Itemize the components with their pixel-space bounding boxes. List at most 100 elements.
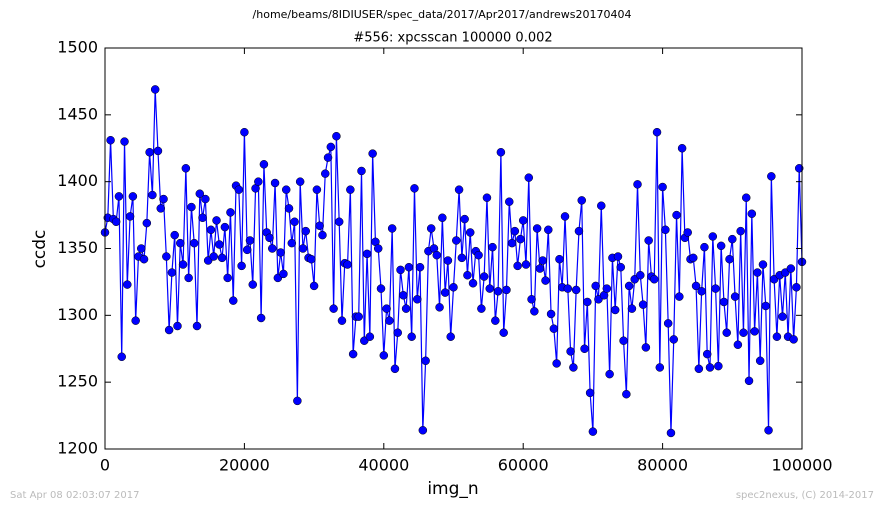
data-point [694, 364, 704, 374]
x-tick-label: 100000 [771, 456, 832, 475]
data-point [689, 253, 698, 263]
data-point [602, 284, 612, 293]
y-tick-label: 1300 [57, 305, 98, 324]
data-point [700, 242, 709, 252]
data-point [234, 185, 244, 194]
data-point [563, 284, 573, 293]
data-point [532, 224, 542, 233]
data-point [321, 169, 330, 178]
data-point [714, 361, 723, 371]
data-point [755, 356, 765, 366]
data-point [546, 309, 556, 319]
x-axis-label: img_n [427, 479, 478, 499]
data-point [789, 335, 798, 344]
data-point [407, 332, 416, 341]
data-point [739, 328, 748, 337]
data-point [493, 287, 503, 296]
data-point [468, 279, 478, 288]
data-point [348, 349, 358, 359]
data-point [613, 252, 623, 261]
data-point [622, 389, 631, 399]
data-point [390, 364, 400, 374]
data-point [396, 265, 405, 275]
data-point [142, 218, 152, 228]
data-point [421, 356, 430, 366]
data-point [585, 388, 595, 398]
data-point [128, 192, 138, 201]
data-point [510, 226, 520, 236]
data-point [337, 316, 347, 325]
data-point [728, 234, 737, 244]
data-point [326, 142, 336, 152]
data-point [334, 217, 344, 227]
data-point [446, 332, 455, 341]
data-point [123, 280, 132, 289]
data-point [719, 297, 729, 307]
data-point [254, 177, 263, 186]
data-point [145, 148, 154, 157]
data-point [750, 327, 759, 336]
data-point [111, 217, 121, 227]
chart-title: #556: xpcsscan 100000 0.002 [353, 31, 552, 46]
data-point [786, 264, 796, 273]
data-point [460, 214, 469, 224]
data-point [454, 185, 464, 194]
data-point [549, 324, 559, 333]
data-point [705, 363, 715, 372]
data-point [505, 197, 514, 206]
data-point [638, 300, 648, 309]
y-tick-label: 1500 [57, 38, 98, 57]
data-point [597, 201, 606, 210]
data-point [362, 249, 372, 259]
data-point [354, 312, 363, 321]
data-point [212, 216, 221, 225]
data-point [117, 352, 126, 362]
data-point [669, 335, 679, 344]
data-point [677, 144, 687, 153]
data-point [479, 272, 489, 281]
data-point [387, 224, 397, 233]
data-point [499, 328, 508, 337]
data-point [527, 295, 536, 304]
data-point [192, 321, 202, 331]
data-point [323, 153, 333, 162]
data-point [636, 270, 645, 280]
data-point [449, 283, 458, 292]
data-point [767, 172, 776, 181]
data-point [443, 256, 453, 265]
data-point [435, 303, 444, 312]
data-point [619, 336, 628, 345]
data-point [187, 202, 196, 212]
data-point [733, 340, 743, 349]
data-point [794, 164, 804, 173]
data-point [284, 204, 294, 213]
data-point [577, 196, 586, 205]
data-point [136, 244, 146, 253]
data-point [544, 225, 553, 235]
y-tick-label: 1350 [57, 238, 98, 257]
data-point [744, 376, 754, 386]
data-point [393, 328, 402, 337]
data-point [521, 260, 531, 269]
data-point [507, 238, 517, 248]
data-point [181, 164, 191, 173]
y-tick-label: 1250 [57, 372, 98, 391]
data-point [708, 232, 718, 241]
data-point [276, 248, 285, 257]
data-point [574, 226, 584, 236]
data-point [399, 291, 408, 300]
data-point [148, 190, 157, 200]
data-point [248, 280, 258, 289]
data-point [552, 359, 561, 368]
data-point [658, 182, 667, 192]
data-point [156, 204, 166, 213]
data-point [482, 193, 492, 202]
data-point [605, 369, 614, 379]
data-point [153, 146, 163, 156]
data-point [237, 261, 246, 271]
data-point [385, 316, 394, 325]
data-point [270, 178, 280, 188]
data-point [368, 149, 377, 158]
data-point [432, 250, 442, 260]
data-point [649, 274, 659, 284]
